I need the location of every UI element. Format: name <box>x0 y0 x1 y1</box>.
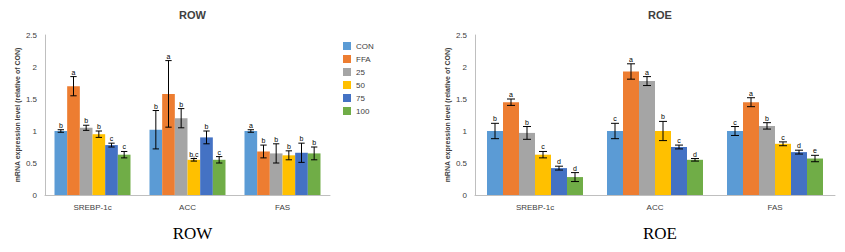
svg-text:1.5: 1.5 <box>26 95 38 104</box>
svg-text:ROW: ROW <box>173 224 214 243</box>
svg-text:ROE: ROE <box>643 224 677 243</box>
svg-text:2.5: 2.5 <box>456 31 468 40</box>
svg-text:1: 1 <box>463 127 468 136</box>
svg-text:b: b <box>287 143 291 150</box>
svg-text:a: a <box>509 91 513 98</box>
svg-text:1.5: 1.5 <box>456 95 468 104</box>
svg-text:CON: CON <box>356 42 374 51</box>
svg-text:b: b <box>661 113 665 120</box>
svg-text:b: b <box>154 103 158 110</box>
svg-text:b: b <box>84 117 88 124</box>
svg-text:SREBP-1c: SREBP-1c <box>516 203 554 212</box>
svg-text:b: b <box>493 115 497 122</box>
svg-text:2.5: 2.5 <box>26 31 38 40</box>
svg-text:b: b <box>312 139 316 146</box>
svg-text:50: 50 <box>356 81 365 90</box>
svg-text:FAS: FAS <box>275 203 290 212</box>
svg-text:c: c <box>677 137 681 144</box>
svg-text:FFA: FFA <box>356 55 371 64</box>
svg-text:c: c <box>613 115 617 122</box>
svg-text:d: d <box>557 158 561 165</box>
svg-text:c: c <box>122 143 126 150</box>
svg-text:c: c <box>110 135 114 142</box>
svg-text:mRNA expression level (relativ: mRNA expression level (relative of CON) <box>14 48 22 183</box>
svg-text:c: c <box>781 134 785 141</box>
svg-text:75: 75 <box>356 94 365 103</box>
svg-text:b,c: b,c <box>189 151 199 158</box>
svg-text:b: b <box>525 119 529 126</box>
svg-text:25: 25 <box>356 68 365 77</box>
svg-text:c: c <box>541 143 545 150</box>
svg-text:0: 0 <box>33 191 38 200</box>
svg-text:c: c <box>733 119 737 126</box>
svg-text:b: b <box>262 137 266 144</box>
svg-text:b: b <box>205 123 209 130</box>
svg-text:ROE: ROE <box>648 9 672 21</box>
svg-text:d: d <box>693 151 697 158</box>
svg-text:b: b <box>59 122 63 129</box>
svg-text:b: b <box>97 123 101 130</box>
svg-text:b: b <box>765 115 769 122</box>
svg-text:SREBP-1c: SREBP-1c <box>73 203 111 212</box>
svg-text:ROW: ROW <box>179 9 207 21</box>
svg-text:0: 0 <box>463 191 468 200</box>
svg-text:a: a <box>72 69 76 76</box>
svg-text:0.5: 0.5 <box>26 159 38 168</box>
svg-text:d: d <box>573 165 577 172</box>
svg-text:b: b <box>179 101 183 108</box>
svg-text:d: d <box>797 142 801 149</box>
svg-text:ACC: ACC <box>647 203 664 212</box>
svg-text:c: c <box>217 149 221 156</box>
svg-text:mRNA expression level (relativ: mRNA expression level (relative of CON) <box>444 48 452 183</box>
svg-text:1: 1 <box>33 127 38 136</box>
svg-text:2: 2 <box>463 63 468 72</box>
svg-text:b: b <box>300 135 304 142</box>
svg-text:2: 2 <box>33 63 38 72</box>
svg-text:a: a <box>167 53 171 60</box>
svg-text:0.5: 0.5 <box>456 159 468 168</box>
svg-text:a: a <box>629 56 633 63</box>
svg-text:b: b <box>274 136 278 143</box>
svg-text:100: 100 <box>356 107 370 116</box>
svg-text:a: a <box>249 122 253 129</box>
svg-text:FAS: FAS <box>767 203 782 212</box>
svg-text:a: a <box>749 90 753 97</box>
svg-text:ACC: ACC <box>179 203 196 212</box>
svg-text:a: a <box>645 69 649 76</box>
svg-text:e: e <box>813 147 817 154</box>
